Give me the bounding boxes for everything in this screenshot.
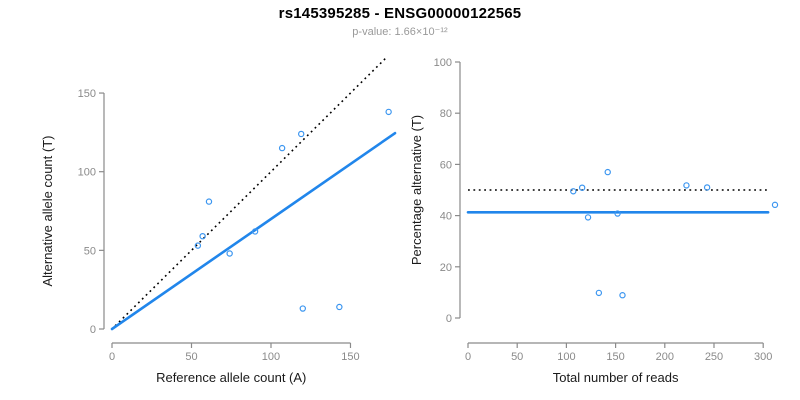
y-tick-label: 40: [440, 211, 452, 223]
x-tick-label: 150: [606, 351, 624, 363]
data-point: [194, 242, 202, 249]
data-point: [619, 292, 626, 299]
data-point: [570, 188, 577, 195]
x-tick-label: 50: [185, 351, 197, 363]
y-tick-label: 60: [440, 159, 452, 171]
regression-line: [110, 131, 397, 331]
x-tick-label: 0: [465, 351, 471, 363]
y-tick-label: 100: [434, 57, 452, 69]
y-tick-label: 50: [84, 245, 96, 257]
data-point: [278, 144, 286, 152]
x-tick-label: 50: [511, 351, 523, 363]
y-axis-title: Alternative allele count (T): [40, 136, 55, 287]
data-point: [297, 130, 305, 138]
x-axis-title: Reference allele count (A): [156, 370, 306, 385]
x-tick-label: 200: [656, 351, 674, 363]
identity-line: [114, 57, 387, 327]
data-point: [299, 305, 306, 312]
data-point: [385, 108, 392, 116]
x-tick-label: 250: [705, 351, 723, 363]
y-tick-label: 100: [78, 167, 96, 179]
data-point: [703, 184, 711, 191]
y-tick-label: 0: [446, 313, 452, 325]
data-point: [604, 168, 611, 176]
y-tick-label: 150: [78, 88, 96, 100]
y-axis-title: Percentage alternative (T): [409, 115, 424, 265]
data-point: [578, 184, 586, 191]
data-point: [595, 289, 603, 297]
x-tick-label: 0: [109, 351, 115, 363]
percentage-reads-plot: 0 50 100 150 200 250 300 Total number of reads 0…: [409, 57, 779, 385]
data-point: [199, 232, 206, 240]
data-point: [205, 198, 213, 205]
data-point: [226, 250, 233, 257]
data-point: [336, 303, 343, 311]
x-tick-label: 300: [754, 351, 772, 363]
data-point: [771, 201, 779, 209]
data-point: [683, 182, 690, 189]
figure-subtitle-pvalue: p-value: 1.66×10⁻¹²: [352, 26, 448, 38]
x-tick-label: 100: [262, 351, 280, 363]
data-point: [584, 214, 592, 221]
x-axis-title: Total number of reads: [553, 370, 679, 385]
y-tick-label: 0: [90, 324, 96, 336]
data-point: [251, 228, 259, 235]
allele-count-plot: 0 50 100 150 Reference allele count (A) 0 50 10…: [40, 57, 397, 385]
y-tick-label: 80: [440, 108, 452, 120]
x-tick-label: 100: [557, 351, 575, 363]
figure-title: rs145395285 - ENSG00000122565: [278, 5, 522, 22]
x-tick-label: 150: [341, 351, 359, 363]
y-tick-label: 20: [440, 262, 452, 274]
data-point: [614, 210, 621, 217]
